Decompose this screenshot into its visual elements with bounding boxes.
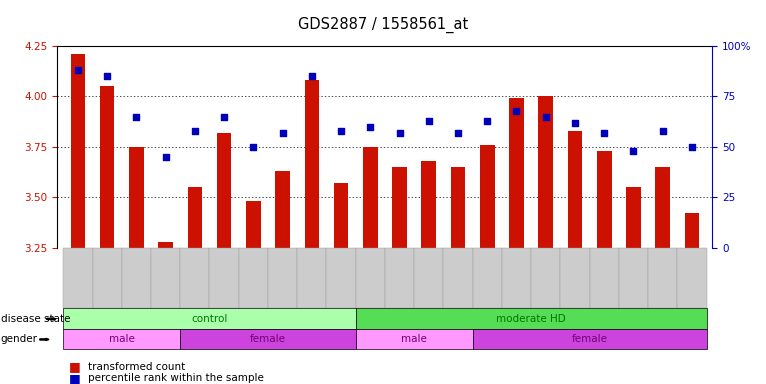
Bar	[392, 167, 407, 248]
Point	[335, 127, 347, 134]
Point	[159, 154, 172, 160]
Text: percentile rank within the sample: percentile rank within the sample	[88, 373, 264, 383]
Point	[656, 127, 669, 134]
Text: transformed count: transformed count	[88, 362, 185, 372]
Bar	[450, 167, 465, 248]
Bar	[597, 151, 611, 248]
Point	[510, 108, 522, 114]
Bar	[334, 183, 349, 248]
Text: ■: ■	[69, 372, 80, 384]
Text: female: female	[571, 334, 607, 344]
Text: GDS2887 / 1558561_at: GDS2887 / 1558561_at	[298, 17, 468, 33]
Bar	[656, 167, 670, 248]
Bar	[421, 161, 436, 248]
Point	[277, 130, 289, 136]
Bar	[568, 131, 582, 248]
Bar	[363, 147, 378, 248]
Bar	[626, 187, 640, 248]
Bar	[685, 214, 699, 248]
Point	[481, 118, 493, 124]
Point	[188, 127, 201, 134]
Bar	[509, 98, 524, 248]
Point	[598, 130, 611, 136]
Bar	[188, 187, 202, 248]
Bar	[70, 54, 85, 248]
Bar	[275, 171, 290, 248]
Point	[218, 114, 231, 120]
Point	[247, 144, 260, 150]
Point	[130, 114, 142, 120]
Bar	[480, 145, 495, 248]
Point	[569, 120, 581, 126]
Point	[72, 67, 84, 73]
Bar	[246, 201, 260, 248]
Text: male: male	[109, 334, 135, 344]
Bar	[538, 96, 553, 248]
Point	[364, 124, 376, 130]
Point	[394, 130, 406, 136]
Bar	[100, 86, 114, 248]
Text: control: control	[192, 314, 228, 324]
Point	[306, 73, 318, 79]
Text: disease state: disease state	[1, 314, 70, 324]
Bar	[159, 242, 173, 248]
Point	[101, 73, 113, 79]
Text: female: female	[250, 334, 286, 344]
Bar	[305, 80, 319, 248]
Text: moderate HD: moderate HD	[496, 314, 566, 324]
Point	[423, 118, 435, 124]
Text: male: male	[401, 334, 427, 344]
Text: ■: ■	[69, 360, 80, 373]
Point	[686, 144, 698, 150]
Text: gender: gender	[1, 334, 38, 344]
Bar	[129, 147, 144, 248]
Bar	[217, 133, 231, 248]
Point	[539, 114, 552, 120]
Point	[452, 130, 464, 136]
Point	[627, 148, 640, 154]
